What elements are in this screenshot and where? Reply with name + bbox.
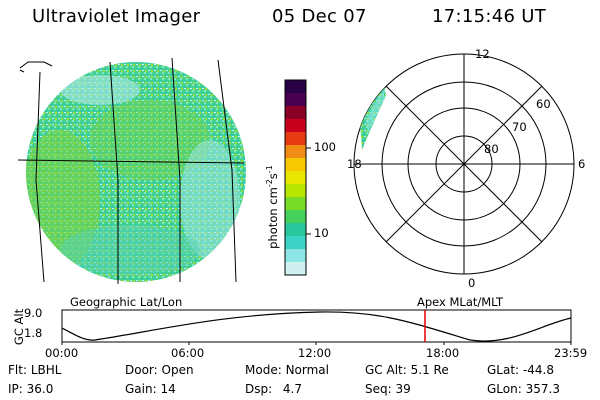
colorbar-swatch [285,223,306,237]
altitude-plot[interactable] [61,309,572,345]
colorbar-swatch [285,262,306,276]
colorbar-label-100: 100 [314,140,336,154]
colorbar-swatch [285,158,306,172]
apex-caption: Apex MLat/MLT [417,295,504,309]
info-ip: IP: 36.0 [8,382,54,396]
info-glat: GLat: -44.8 [487,363,554,377]
mlat-label-60: 60 [536,97,551,111]
mlt-label-6: 6 [578,157,586,171]
info-dsp: Dsp: 4.7 [245,382,302,396]
info-filter: Flt: LBHL [8,363,62,377]
colorbar-swatch [285,249,306,263]
info-seq: Seq: 39 [365,382,411,396]
altitude-xtick-1200: 12:00 [298,346,332,360]
colorbar-swatch [285,210,306,224]
info-gain: Gain: 14 [125,382,176,396]
info-gc-alt: GC Alt: 5.1 Re [365,363,449,377]
altitude-ytick-max: 9.0 [24,306,43,320]
polar-plot[interactable] [353,53,575,275]
colorbar-scale [285,80,306,276]
colorbar [284,79,311,276]
geographic-caption: Geographic Lat/Lon [70,295,183,309]
altitude-xtick-2359: 23:59 [554,346,588,360]
info-glon: GLon: 357.3 [487,382,560,396]
altitude-xtick-0600: 06:00 [171,346,205,360]
mlt-label-12: 12 [475,47,490,61]
altitude-xtick-1800: 18:00 [426,346,460,360]
info-mode: Mode: Normal [245,363,329,377]
mlat-label-80: 80 [484,142,499,156]
colorbar-label-10: 10 [314,226,329,240]
colorbar-swatch [285,184,306,198]
mlt-label-18: 18 [347,157,362,171]
altitude-curve [61,311,572,342]
image-date: 05 Dec 07 [272,6,367,27]
image-time: 17:15:46 UT [432,6,547,27]
colorbar-axis-label: photon cm-2s-1 [265,165,280,249]
mlat-label-70: 70 [512,120,527,134]
colorbar-swatch [285,171,306,185]
colorbar-swatch [285,145,306,159]
geographic-grid [17,57,245,284]
colorbar-swatch [285,236,306,250]
uv-globe-image[interactable] [17,57,246,284]
colorbar-swatch [285,93,306,107]
altitude-xtick-0000: 00:00 [45,346,79,360]
colorbar-swatch [285,132,306,146]
colorbar-swatch [285,106,306,120]
mlt-label-0: 0 [468,276,476,290]
colorbar-swatch [285,80,306,94]
altitude-ytick-min: 1.8 [24,326,43,340]
colorbar-swatch [285,197,306,211]
instrument-title: Ultraviolet Imager [32,6,201,27]
colorbar-swatch [285,119,306,133]
info-door: Door: Open [125,363,194,377]
